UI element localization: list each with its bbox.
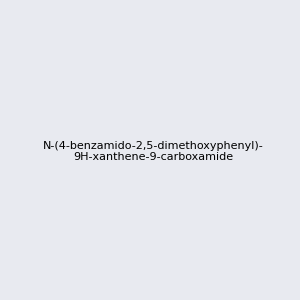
Text: N-(4-benzamido-2,5-dimethoxyphenyl)-
9H-xanthene-9-carboxamide: N-(4-benzamido-2,5-dimethoxyphenyl)- 9H-… [44, 141, 264, 162]
